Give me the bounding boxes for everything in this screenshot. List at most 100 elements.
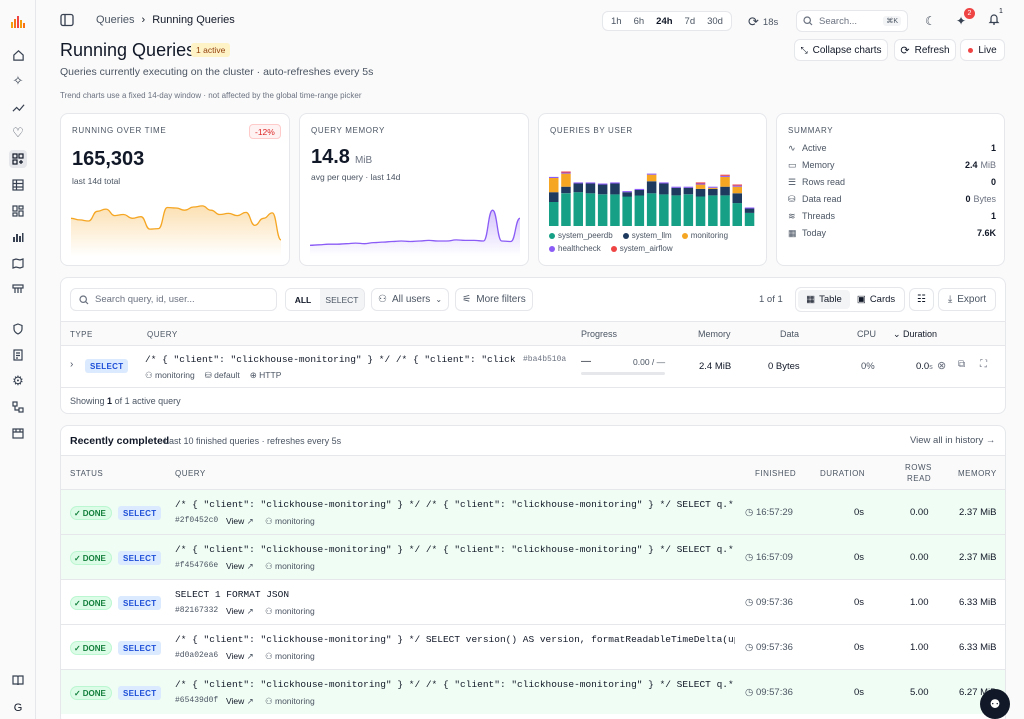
log-icon[interactable] <box>9 346 27 364</box>
chart-icon[interactable] <box>9 228 27 246</box>
header-cpu[interactable]: CPU <box>857 329 877 339</box>
header-duration[interactable]: ⌄ Duration <box>893 329 938 339</box>
bar-segment <box>720 186 730 196</box>
bar-segment <box>610 194 620 226</box>
cards-view-button[interactable]: ▣ Cards <box>850 294 902 305</box>
schema-icon[interactable] <box>9 280 27 298</box>
header-read[interactable]: READ <box>907 474 932 483</box>
shield-icon[interactable] <box>9 320 27 338</box>
live-button[interactable]: Live <box>960 39 1005 61</box>
expand-view-icon[interactable]: ⛶ <box>980 359 987 370</box>
query-text[interactable]: /* { "client": "clickhouse-monitoring" }… <box>175 544 735 555</box>
users-filter-dropdown[interactable]: ⚇ All users ⌄ <box>371 288 449 311</box>
bar-segment <box>597 183 608 185</box>
export-label: Export <box>957 294 987 305</box>
header-data[interactable]: Data <box>780 329 800 339</box>
kill-query-icon[interactable]: ⊗ <box>937 360 947 372</box>
refresh-button[interactable]: ⟳ Refresh <box>894 39 956 61</box>
collapse-charts-button[interactable]: ⤡ Collapse charts <box>794 39 888 61</box>
time-range-6h[interactable]: 6h <box>633 15 645 27</box>
memory-value: 6.33 MiB <box>959 642 997 653</box>
memory-trend-chart <box>310 209 520 256</box>
map-icon[interactable] <box>9 254 27 272</box>
view-link[interactable]: View ↗ <box>226 696 254 706</box>
chevron-down-icon: ⌄ <box>435 295 443 304</box>
expand-chevron-icon[interactable]: › <box>70 359 74 370</box>
filter-select-button[interactable]: SELECT <box>319 289 364 310</box>
download-icon: ⤓ <box>947 294 953 305</box>
home-icon[interactable] <box>9 46 27 64</box>
breadcrumb-parent[interactable]: Queries <box>96 14 135 26</box>
sidebar-toggle-icon[interactable] <box>60 13 74 27</box>
header-type[interactable]: TYPE <box>70 330 93 339</box>
view-link[interactable]: View ↗ <box>226 651 254 661</box>
header-duration[interactable]: DURATION <box>820 469 866 478</box>
header-rows[interactable]: ROWS <box>905 463 932 472</box>
finished-time: ◷ 16:57:09 <box>745 552 793 563</box>
table-view-button[interactable]: ▦ Table <box>798 290 850 309</box>
archive-icon[interactable] <box>9 424 27 442</box>
dashboard-icon[interactable] <box>9 202 27 220</box>
completed-row[interactable]: ✓ DONE SELECT /* { "client": "clickhouse-mo… <box>61 534 1005 579</box>
bar-segment <box>573 183 583 193</box>
query-icon[interactable] <box>9 150 27 168</box>
recent-table-header: STATUS QUERY FINISHED DURATION ROWS READ… <box>61 455 1005 489</box>
heart-icon[interactable]: ♡ <box>12 125 24 140</box>
view-all-history-link[interactable]: View all in history → <box>910 435 996 446</box>
query-text[interactable]: /* { "client": "clickhouse-monitoring" }… <box>175 679 735 690</box>
bar-segment <box>744 212 755 226</box>
query-search-input[interactable]: Search query, id, user... <box>70 288 277 311</box>
status-badge: ✓ DONE <box>70 686 112 700</box>
filter-all-button[interactable]: ALL <box>286 289 320 310</box>
query-text[interactable]: /* { "client": "clickhouse-monitoring" }… <box>175 634 735 645</box>
auto-refresh[interactable]: ⟳ 18s <box>748 14 778 30</box>
ai-sparkle-icon[interactable]: ✦ <box>956 14 967 28</box>
header-finished[interactable]: FINISHED <box>755 469 797 478</box>
table-icon: ▦ <box>806 294 816 305</box>
more-filters-button[interactable]: ⚟ More filters <box>455 288 533 311</box>
bell-icon[interactable] <box>988 13 1000 28</box>
header-query[interactable]: QUERY <box>175 469 206 478</box>
collapse-label: Collapse charts <box>812 44 882 56</box>
open-external-icon[interactable]: ⧉ <box>958 359 966 370</box>
duration-value: 0s <box>854 552 865 563</box>
completed-row[interactable]: ✓ DONE SELECT SELECT 1 FORMAT JSON #82167332… <box>61 579 1005 624</box>
query-id: #65439d0f <box>175 696 219 705</box>
view-link[interactable]: View ↗ <box>226 516 254 526</box>
avatar[interactable]: G <box>13 702 23 714</box>
time-range-1h[interactable]: 1h <box>611 15 622 27</box>
global-search[interactable]: Search... ⌘K <box>796 10 908 32</box>
column-settings-button[interactable]: ☷ <box>909 288 934 311</box>
query-text[interactable]: /* { "client": "clickhouse-monitoring" }… <box>175 499 735 510</box>
logo-bars-icon[interactable] <box>9 12 27 30</box>
status-badge: ✓ DONE <box>70 596 112 610</box>
query-text[interactable]: /* { "client": "clickhouse-monitoring" }… <box>145 354 515 365</box>
sliders-icon: ☷ <box>917 294 926 305</box>
cluster-icon[interactable] <box>9 398 27 416</box>
settings-icon[interactable]: ⚙ <box>12 373 24 388</box>
header-memory[interactable]: MEMORY <box>958 469 997 478</box>
header-progress[interactable]: Progress <box>581 329 618 339</box>
running-query-row[interactable]: › SELECT /* { "client": "clickhouse-moni… <box>61 346 1005 388</box>
completed-row[interactable]: ✓ DONE SELECT /* { "client": "clickhouse-mo… <box>61 669 1005 714</box>
completed-row[interactable]: ✓ DONE SELECT /* { "client": "clickhouse-mo… <box>61 624 1005 669</box>
theme-moon-icon[interactable]: ☾ <box>925 14 936 28</box>
running-queries-panel: Search query, id, user... ALL SELECT ⚇ Al… <box>60 277 1006 414</box>
completed-row[interactable]: ✓ DONE SELECT /* { "client": "clickhouse-mo… <box>61 489 1005 534</box>
table-icon[interactable] <box>9 176 27 194</box>
header-query[interactable]: QUERY <box>147 330 178 339</box>
time-range-7d[interactable]: 7d <box>684 15 696 27</box>
export-button[interactable]: ⤓ Export <box>938 288 996 311</box>
view-link[interactable]: View ↗ <box>226 606 254 616</box>
trending-icon[interactable] <box>9 98 27 116</box>
time-range-24h[interactable]: 24h <box>656 15 673 27</box>
book-icon[interactable] <box>9 671 27 689</box>
time-range-30d[interactable]: 30d <box>707 15 723 27</box>
queries-by-user-chart <box>549 171 755 226</box>
sparkles-icon[interactable]: ✧ <box>12 73 24 88</box>
header-status[interactable]: STATUS <box>70 469 104 478</box>
view-link[interactable]: View ↗ <box>226 561 254 571</box>
chat-bot-button[interactable]: ⚉ <box>980 689 1010 719</box>
query-text[interactable]: SELECT 1 FORMAT JSON <box>175 589 290 600</box>
header-memory[interactable]: Memory <box>698 329 731 339</box>
